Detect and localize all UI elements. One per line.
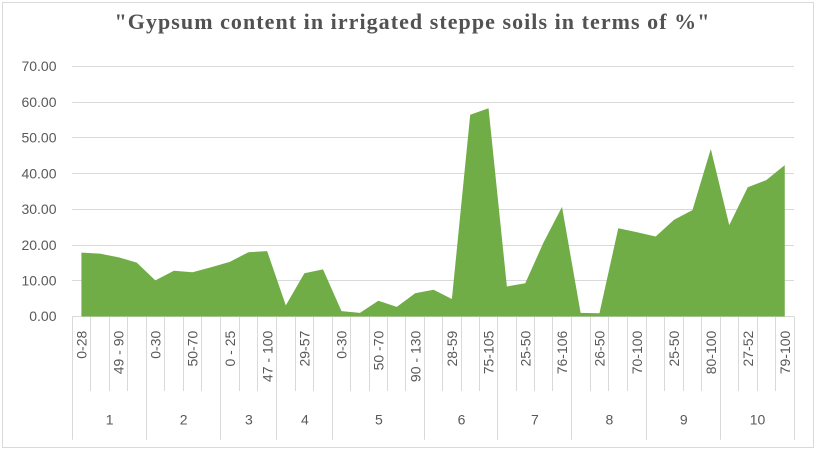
svg-text:28-59: 28-59 [444,330,460,366]
svg-text:3: 3 [245,412,253,428]
svg-text:1: 1 [106,412,114,428]
svg-text:29-57: 29-57 [297,330,313,366]
svg-text:"Gypsum content in irrigated s: "Gypsum content in irrigated steppe soil… [115,9,711,34]
svg-text:70.00: 70.00 [21,58,56,74]
svg-text:2: 2 [180,412,188,428]
svg-text:6: 6 [458,412,466,428]
svg-text:75-105: 75-105 [481,330,497,374]
svg-text:49 - 90: 49 - 90 [110,330,126,374]
svg-text:40.00: 40.00 [21,165,56,181]
svg-text:70-100: 70-100 [629,330,645,374]
svg-text:50.00: 50.00 [21,130,56,146]
svg-text:25-50: 25-50 [666,330,682,366]
svg-text:20.00: 20.00 [21,237,56,253]
svg-text:50-70: 50-70 [185,330,201,366]
svg-text:9: 9 [680,412,688,428]
svg-text:0-30: 0-30 [334,330,350,358]
svg-text:25-50: 25-50 [517,330,533,366]
svg-text:5: 5 [375,412,383,428]
svg-text:0.00: 0.00 [29,308,56,324]
svg-text:30.00: 30.00 [21,201,56,217]
svg-text:47 - 100: 47 - 100 [259,330,275,382]
svg-text:0-30: 0-30 [147,330,163,358]
svg-text:0-28: 0-28 [74,330,90,358]
svg-text:8: 8 [605,412,613,428]
svg-text:79-100: 79-100 [777,330,793,374]
svg-text:7: 7 [531,412,539,428]
svg-text:0 - 25: 0 - 25 [222,330,238,366]
svg-text:60.00: 60.00 [21,94,56,110]
svg-text:50 -70: 50 -70 [370,330,386,370]
svg-text:10.00: 10.00 [21,273,56,289]
svg-text:4: 4 [301,412,309,428]
svg-text:27-52: 27-52 [740,330,756,366]
svg-text:80-100: 80-100 [703,330,719,374]
svg-text:10: 10 [750,412,766,428]
svg-text:90 - 130: 90 - 130 [407,330,423,382]
svg-text:76-106: 76-106 [554,330,570,374]
svg-text:26-50: 26-50 [592,330,608,366]
